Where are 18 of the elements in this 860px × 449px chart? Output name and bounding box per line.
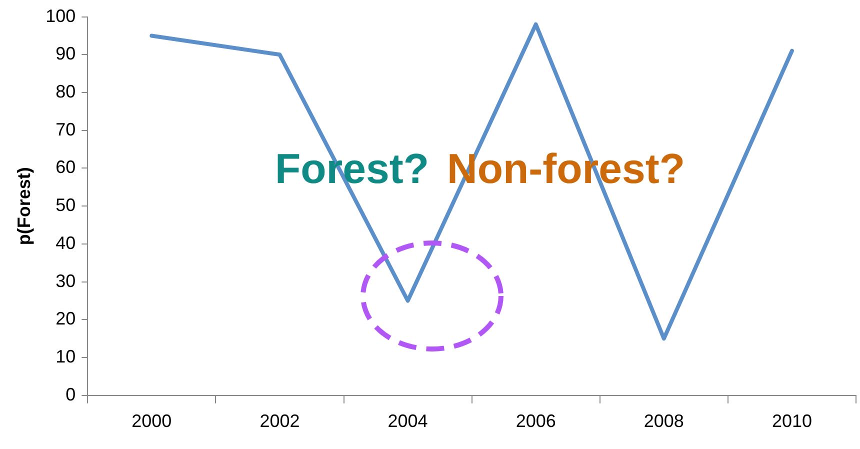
y-tick-label: 90 bbox=[56, 44, 76, 64]
y-tick-label: 10 bbox=[56, 346, 76, 367]
x-tick-label: 2002 bbox=[260, 411, 300, 432]
y-tick-label: 30 bbox=[56, 270, 76, 291]
y-tick-label: 50 bbox=[56, 195, 76, 216]
y-tick-label: 40 bbox=[56, 232, 76, 253]
y-tick-label: 100 bbox=[46, 6, 76, 26]
x-tick-label: 2004 bbox=[388, 411, 428, 432]
y-tick-label: 0 bbox=[66, 384, 76, 404]
x-tick-label: 2010 bbox=[772, 411, 812, 432]
x-tick-label: 2008 bbox=[644, 411, 684, 432]
y-tick-label: 80 bbox=[56, 81, 76, 102]
y-tick-label: 70 bbox=[56, 119, 76, 140]
y-tick-label: 20 bbox=[56, 308, 76, 329]
x-tick-label: 2006 bbox=[516, 411, 556, 432]
y-tick-label: 60 bbox=[56, 157, 76, 178]
x-tick-label: 2000 bbox=[132, 411, 172, 432]
y-axis-title: p(Forest) bbox=[14, 167, 34, 246]
